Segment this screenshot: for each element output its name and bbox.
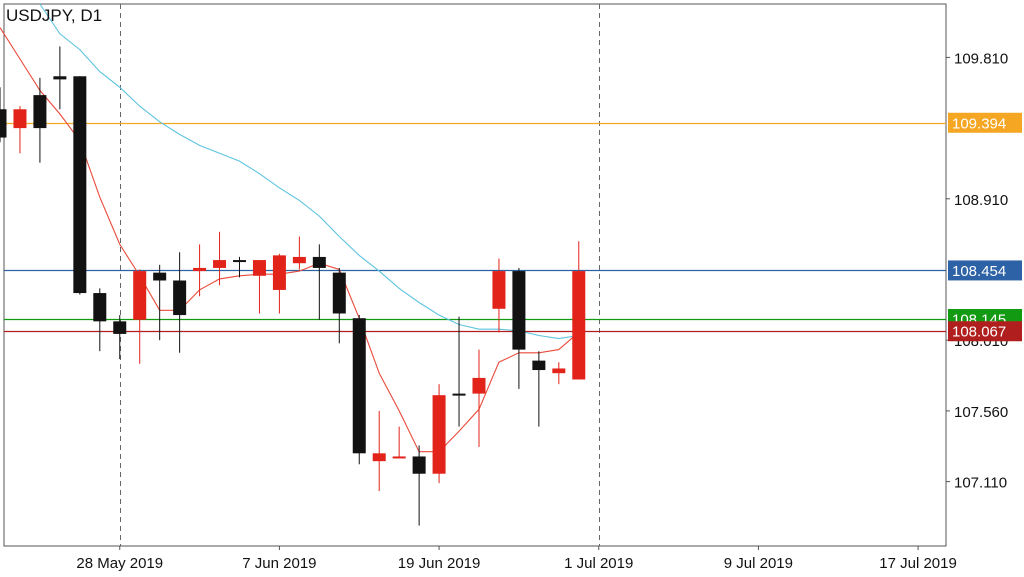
- candle-body: [233, 260, 246, 263]
- candle-body: [113, 321, 127, 334]
- x-tick-label: 19 Jun 2019: [398, 555, 481, 572]
- candle-body: [372, 453, 386, 462]
- ma-slow-line: [39, 3, 579, 340]
- candle-body: [352, 318, 366, 454]
- candle-body: [272, 255, 286, 290]
- candle-body: [412, 456, 426, 474]
- candle-body: [492, 271, 506, 309]
- candle-body: [472, 377, 486, 394]
- candle-body: [173, 280, 187, 316]
- level-label-box: [948, 112, 1022, 133]
- candle-body: [153, 272, 167, 281]
- candle-body: [512, 271, 526, 350]
- candle-body: [193, 267, 207, 272]
- candle-body: [73, 76, 87, 294]
- candle-body: [332, 272, 346, 314]
- candle-body: [452, 393, 466, 396]
- level-label: 108.067: [952, 324, 1006, 341]
- candle-body: [213, 260, 227, 268]
- candle-body: [252, 260, 266, 276]
- candle-body: [53, 76, 67, 80]
- x-tick-label: 1 Jul 2019: [564, 555, 633, 572]
- candle-body: [13, 109, 27, 129]
- y-tick-label: 108.910: [954, 192, 1008, 209]
- level-label: 109.394: [952, 115, 1006, 132]
- level-label-box: [948, 260, 1022, 281]
- candle-body: [0, 109, 7, 138]
- level-label-box: [948, 321, 1022, 342]
- candle-body: [312, 256, 326, 268]
- candle-body: [93, 293, 107, 322]
- candle-body: [392, 456, 406, 459]
- candle-body: [532, 360, 546, 371]
- ma-fast-line: [0, 27, 580, 453]
- candle-body: [33, 95, 47, 129]
- y-tick-label: 107.560: [954, 404, 1008, 421]
- chart-title: USDJPY, D1: [6, 6, 103, 25]
- plot-frame: [3, 3, 947, 547]
- candle-body: [572, 271, 586, 380]
- level-label: 108.454: [952, 263, 1006, 280]
- x-tick-label: 17 Jul 2019: [879, 555, 957, 572]
- candle-body: [133, 271, 147, 320]
- x-tick-label: 9 Jul 2019: [724, 555, 793, 572]
- candle-body: [552, 368, 566, 374]
- y-tick-label: 109.810: [954, 50, 1008, 67]
- y-tick-label: 107.110: [954, 475, 1007, 492]
- x-tick-label: 7 Jun 2019: [242, 555, 316, 572]
- x-tick-label: 28 May 2019: [76, 555, 163, 572]
- candle-body: [292, 256, 306, 264]
- candle-body: [432, 395, 446, 474]
